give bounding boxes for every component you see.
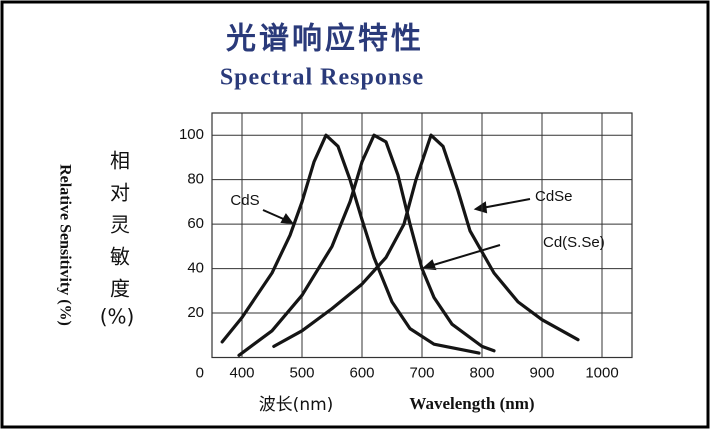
series-label: CdS xyxy=(230,192,259,209)
arrow-head xyxy=(473,201,488,214)
y-tick-label: 60 xyxy=(187,215,204,232)
x-tick-label: 900 xyxy=(529,364,554,381)
curve xyxy=(272,133,580,348)
y-label-unit: (%) xyxy=(100,305,135,329)
series-label: Cd(S.Se) xyxy=(543,234,605,251)
y-tick-label: 40 xyxy=(187,260,204,277)
x-tick-label: 400 xyxy=(229,364,254,381)
y-tick-label: 100 xyxy=(179,126,204,143)
y-label-cn: 相对灵敏度 xyxy=(107,150,131,310)
y-tick-label: 20 xyxy=(187,304,204,321)
y-tick-label: 80 xyxy=(187,171,204,188)
x-tick-label: 800 xyxy=(469,364,494,381)
arrow-head xyxy=(280,213,295,225)
chart-title: 光谱响应特性 xyxy=(226,22,424,57)
y-tick-label: 0 xyxy=(196,364,204,381)
x-tick-label: 500 xyxy=(289,364,314,381)
x-label-cn: 波长(nm) xyxy=(259,395,334,415)
x-tick-label: 1000 xyxy=(585,364,618,381)
x-label: Wavelength (nm) xyxy=(409,394,534,413)
chart-subtitle: Spectral Response xyxy=(220,65,424,91)
arrow xyxy=(481,198,531,209)
curve xyxy=(237,133,496,357)
x-tick-label: 600 xyxy=(349,364,374,381)
arrow xyxy=(429,244,501,267)
series-label: CdSe xyxy=(535,188,573,205)
y-label: Relative Sensitivity (%) xyxy=(56,164,73,326)
curve xyxy=(220,133,481,355)
x-tick-label: 700 xyxy=(409,364,434,381)
